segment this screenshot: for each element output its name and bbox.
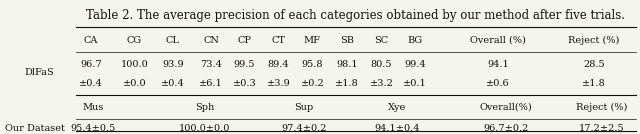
Text: 89.4: 89.4	[268, 60, 289, 69]
Text: 96.7±0.2: 96.7±0.2	[483, 124, 528, 133]
Text: Sph: Sph	[195, 103, 214, 112]
Text: CA: CA	[84, 36, 98, 45]
Text: 73.4: 73.4	[200, 60, 222, 69]
Text: CG: CG	[127, 36, 142, 45]
Text: ±0.4: ±0.4	[79, 79, 103, 88]
Text: ±1.8: ±1.8	[335, 79, 359, 88]
Text: DlFaS: DlFaS	[25, 68, 54, 77]
Text: ±0.1: ±0.1	[403, 79, 427, 88]
Text: Our Dataset: Our Dataset	[5, 124, 65, 133]
Text: Reject (%): Reject (%)	[568, 36, 620, 45]
Text: Reject (%): Reject (%)	[576, 103, 627, 112]
Text: ±0.4: ±0.4	[161, 79, 185, 88]
Text: 97.4±0.2: 97.4±0.2	[281, 124, 327, 133]
Text: 100.0: 100.0	[120, 60, 148, 69]
Text: ±1.8: ±1.8	[582, 79, 606, 88]
Text: 94.1±0.4: 94.1±0.4	[374, 124, 420, 133]
Text: MF: MF	[304, 36, 321, 45]
Text: 96.7: 96.7	[80, 60, 102, 69]
Text: Table 2. The average precision of each categories obtained by our method after f: Table 2. The average precision of each c…	[86, 9, 625, 22]
Text: Xye: Xye	[388, 103, 406, 112]
Text: 99.4: 99.4	[404, 60, 426, 69]
Text: Sup: Sup	[294, 103, 314, 112]
Text: SC: SC	[374, 36, 388, 45]
Text: ±6.1: ±6.1	[199, 79, 223, 88]
Text: ±3.9: ±3.9	[266, 79, 291, 88]
Text: 98.1: 98.1	[336, 60, 358, 69]
Text: 99.5: 99.5	[234, 60, 255, 69]
Text: 100.0±0.0: 100.0±0.0	[179, 124, 230, 133]
Text: CN: CN	[204, 36, 219, 45]
Text: Overall (%): Overall (%)	[470, 36, 526, 45]
Text: ±0.6: ±0.6	[486, 79, 509, 88]
Text: ±0.0: ±0.0	[123, 79, 146, 88]
Text: CL: CL	[166, 36, 180, 45]
Text: Overall(%): Overall(%)	[479, 103, 532, 112]
Text: 94.1: 94.1	[487, 60, 509, 69]
Text: 17.2±2.5: 17.2±2.5	[579, 124, 625, 133]
Text: 80.5: 80.5	[371, 60, 392, 69]
Text: ±3.2: ±3.2	[369, 79, 394, 88]
Text: 95.4±0.5: 95.4±0.5	[70, 124, 115, 133]
Text: SB: SB	[340, 36, 354, 45]
Text: 93.9: 93.9	[162, 60, 184, 69]
Text: ±0.2: ±0.2	[300, 79, 324, 88]
Text: BG: BG	[407, 36, 422, 45]
Text: 95.8: 95.8	[301, 60, 323, 69]
Text: 28.5: 28.5	[583, 60, 605, 69]
Text: Mus: Mus	[82, 103, 104, 112]
Text: CP: CP	[237, 36, 252, 45]
Text: ±0.3: ±0.3	[232, 79, 257, 88]
Text: CT: CT	[271, 36, 285, 45]
